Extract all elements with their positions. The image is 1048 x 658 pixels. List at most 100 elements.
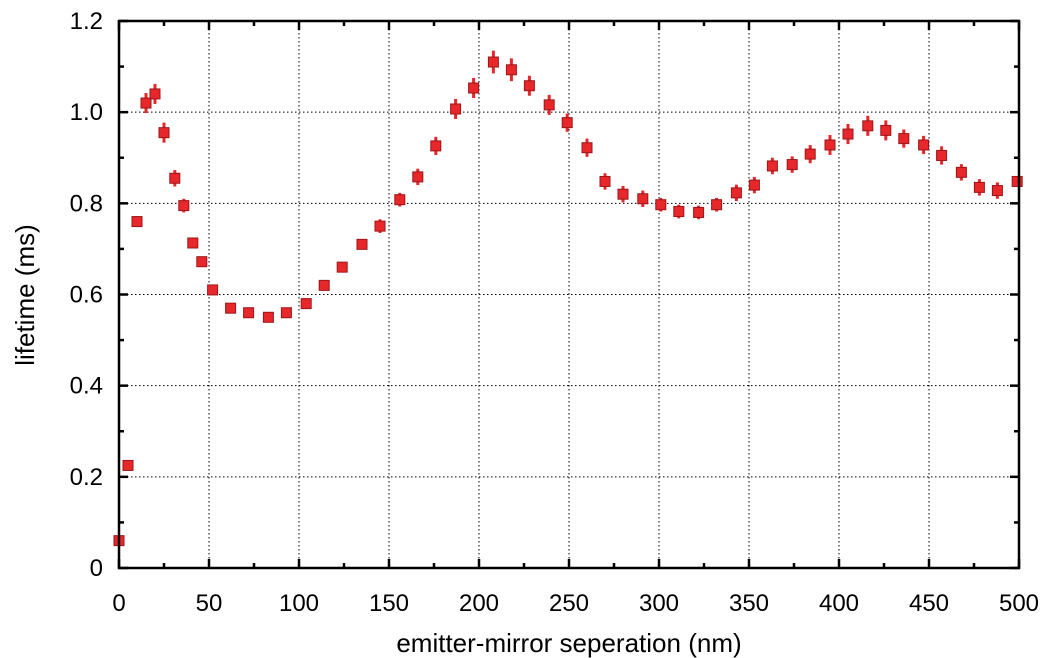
data-point [766,157,778,175]
x-tick-label: 300 [639,590,679,617]
data-point [862,115,874,136]
data-point [280,307,292,319]
square-marker [487,56,499,68]
square-marker [955,166,967,178]
data-point [880,120,892,141]
data-point [786,156,798,173]
square-marker [673,206,685,218]
data-point [450,98,462,120]
square-marker [300,298,312,310]
data-point [617,186,629,203]
x-tick-label: 50 [196,590,223,617]
data-point [842,124,854,145]
square-marker [730,187,742,199]
y-tick-label: 0.6 [70,282,103,309]
square-marker [505,64,517,76]
x-tick-label: 350 [729,590,769,617]
square-marker [336,261,348,273]
y-tick-label: 0.2 [70,464,103,491]
square-marker [880,124,892,136]
data-point [804,144,816,164]
square-marker [581,142,593,154]
square-marker [637,193,649,205]
square-marker [243,307,255,319]
data-point [581,138,593,157]
x-tick-label: 250 [549,590,589,617]
square-marker [862,120,874,132]
y-tick-label: 1.2 [70,8,103,35]
square-marker [599,175,611,187]
data-point [599,173,611,190]
data-point [748,176,760,194]
square-marker [786,159,798,171]
square-marker [140,97,152,109]
data-point [973,179,985,196]
x-tick-labels: 0 50 100 150 200 250 300 350 400 450 500 [112,590,1039,617]
data-point [122,459,134,471]
data-point [898,129,910,148]
square-marker [280,307,292,319]
x-tick-label: 0 [112,590,125,617]
square-marker [450,103,462,115]
square-marker [804,148,816,160]
square-marker [748,179,760,191]
square-marker [412,171,424,183]
data-point [523,75,535,96]
data-point [207,284,219,296]
data-point [430,136,442,156]
x-tick-label: 150 [369,590,409,617]
x-tick-label: 500 [999,590,1039,617]
data-point [318,279,330,291]
square-marker [131,216,143,228]
square-marker [468,82,480,94]
data-point [730,184,742,202]
data-point [300,298,312,310]
square-marker [207,284,219,296]
square-marker [991,185,1003,197]
data-point [824,134,836,156]
data-point [561,113,573,132]
square-marker [178,200,190,212]
square-marker [430,140,442,152]
square-marker [356,238,368,250]
square-marker [824,139,836,151]
data-point [1011,175,1023,187]
data-point [673,204,685,219]
square-marker [187,237,199,249]
data-point [336,261,348,273]
square-marker [374,220,386,232]
data-point [225,302,237,314]
data-points [113,50,1023,547]
square-marker [561,117,573,129]
square-marker [523,80,535,92]
data-point [140,93,152,114]
y-tick-labels: 0 0.2 0.4 0.6 0.8 1.0 1.2 [70,8,103,582]
x-tick-label: 450 [909,590,949,617]
data-point [991,182,1003,199]
square-marker [225,302,237,314]
square-marker [918,139,930,151]
data-point [158,122,170,143]
data-point [196,256,208,268]
data-point [243,307,255,319]
data-point [131,216,143,228]
data-point [262,311,274,323]
square-marker [149,88,161,100]
square-marker [693,206,705,218]
x-tick-label: 200 [459,590,499,617]
data-point [637,190,649,207]
x-tick-label: 400 [819,590,859,617]
data-point [169,170,181,187]
axis-ticks [117,19,1021,570]
square-marker [973,181,985,193]
data-point [955,164,967,181]
data-point [487,50,499,74]
square-marker [122,459,134,471]
y-tick-label: 0.8 [70,190,103,217]
square-marker [842,128,854,140]
square-marker [394,194,406,206]
square-marker [898,133,910,145]
data-point [543,94,555,115]
y-tick-label: 0 [90,555,103,582]
data-point [711,197,723,212]
